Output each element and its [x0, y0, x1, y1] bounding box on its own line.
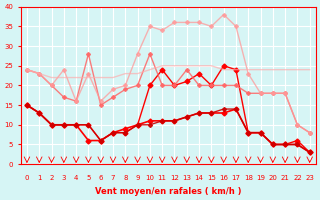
X-axis label: Vent moyen/en rafales ( km/h ): Vent moyen/en rafales ( km/h ) [95, 187, 242, 196]
